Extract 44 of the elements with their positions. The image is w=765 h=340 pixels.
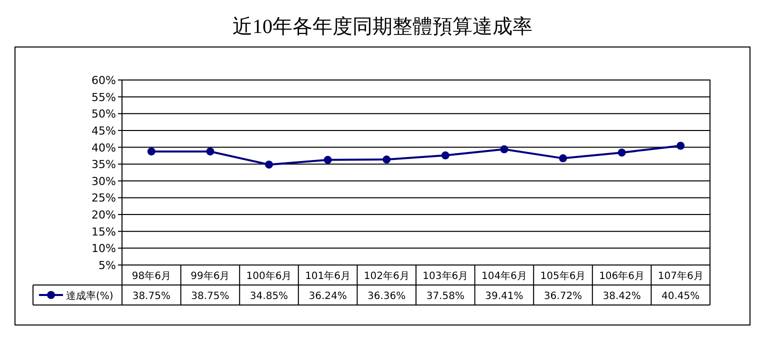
y-tick-label: 50% xyxy=(92,108,116,121)
data-label: 36.24% xyxy=(308,291,347,302)
legend-label: 達成率(%) xyxy=(66,290,114,302)
data-label: 38.75% xyxy=(191,291,230,302)
data-label: 36.72% xyxy=(544,291,582,302)
point xyxy=(324,156,332,164)
x-tick-label: 107年6月 xyxy=(658,270,704,282)
y-tick-label: 5% xyxy=(98,259,116,272)
x-tick-label: 103年6月 xyxy=(422,270,468,282)
x-tick-label: 104年6月 xyxy=(481,270,527,282)
y-tick-label: 35% xyxy=(92,158,116,172)
data-label: 36.36% xyxy=(368,291,406,302)
x-tick-label: 101年6月 xyxy=(305,270,351,282)
point xyxy=(559,154,567,162)
point xyxy=(382,156,391,164)
y-tick-label: 55% xyxy=(92,90,116,104)
point xyxy=(147,147,156,156)
y-tick-label: 20% xyxy=(92,208,116,222)
y-tick-label: 60% xyxy=(92,74,116,87)
data-label: 34.85% xyxy=(250,291,288,302)
x-tick-label: 100年6月 xyxy=(246,270,292,282)
y-tick-label: 30% xyxy=(92,174,116,188)
point xyxy=(206,147,214,156)
point xyxy=(441,151,450,160)
chart-title: 近10年各年度同期整體預算達成率 xyxy=(232,16,532,38)
point xyxy=(618,148,626,157)
y-tick-label: 25% xyxy=(92,192,116,205)
x-tick-label: 105年6月 xyxy=(540,270,586,282)
point xyxy=(265,160,273,169)
x-tick-label: 98年6月 xyxy=(132,270,171,282)
y-tick-label: 15% xyxy=(92,225,116,238)
data-label: 38.75% xyxy=(132,291,170,302)
y-tick-label: 10% xyxy=(92,242,116,256)
x-tick-label: 102年6月 xyxy=(364,270,410,282)
point xyxy=(676,142,685,150)
data-label: 38.42% xyxy=(602,291,641,302)
y-tick-label: 45% xyxy=(92,124,116,138)
x-tick-label: 99年6月 xyxy=(190,270,230,282)
data-label: 37.58% xyxy=(426,291,464,302)
x-tick-label: 106年6月 xyxy=(599,270,645,282)
data-label: 40.45% xyxy=(662,291,700,302)
data-label: 39.41% xyxy=(485,291,524,302)
y-tick-label: 40% xyxy=(92,141,116,154)
point xyxy=(500,145,508,154)
